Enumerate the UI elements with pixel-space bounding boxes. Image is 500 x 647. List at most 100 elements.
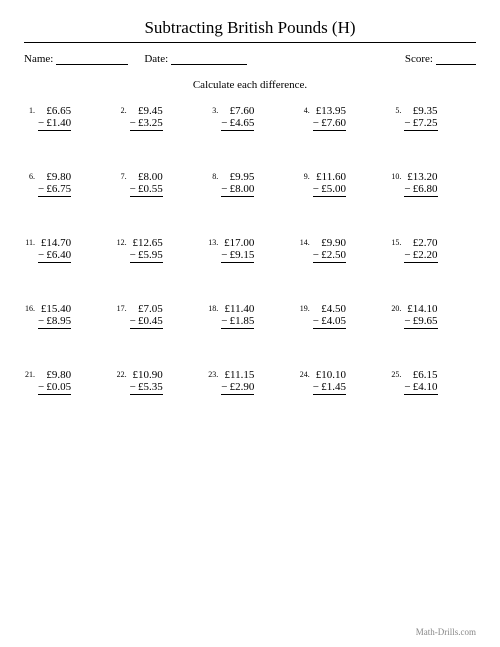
problem-body: £12.65− £5.95 — [130, 237, 163, 263]
problem-body: £13.95− £7.60 — [313, 105, 346, 131]
problem-number: 7. — [116, 171, 130, 181]
problem-number: 3. — [207, 105, 221, 115]
problem: 20.£14.10− £9.65 — [390, 303, 476, 329]
problem-body: £17.00− £9.15 — [221, 237, 254, 263]
problem-number: 6. — [24, 171, 38, 181]
footer-credit: Math-Drills.com — [416, 627, 476, 637]
minuend: £17.00 — [221, 237, 254, 249]
subtrahend: − £1.40 — [38, 117, 71, 131]
problem-body: £14.10− £9.65 — [404, 303, 437, 329]
subtrahend: − £0.55 — [130, 183, 163, 197]
subtrahend: − £6.75 — [38, 183, 71, 197]
problem-number: 12. — [116, 237, 130, 247]
problem-body: £10.10− £1.45 — [313, 369, 346, 395]
minuend: £13.20 — [404, 171, 437, 183]
minuend: £13.95 — [313, 105, 346, 117]
problem: 12.£12.65− £5.95 — [116, 237, 202, 263]
subtrahend: − £5.35 — [130, 381, 163, 395]
minuend: £9.95 — [221, 171, 254, 183]
subtrahend: − £8.00 — [221, 183, 254, 197]
problem-body: £4.50− £4.05 — [313, 303, 346, 329]
problem: 5.£9.35− £7.25 — [390, 105, 476, 131]
problem: 23.£11.15− £2.90 — [207, 369, 293, 395]
problem: 3.£7.60− £4.65 — [207, 105, 293, 131]
problem-body: £14.70− £6.40 — [38, 237, 71, 263]
problem-body: £10.90− £5.35 — [130, 369, 163, 395]
subtrahend: − £7.25 — [404, 117, 437, 131]
problem: 4.£13.95− £7.60 — [299, 105, 385, 131]
problem: 8.£9.95− £8.00 — [207, 171, 293, 197]
problem: 1.£6.65− £1.40 — [24, 105, 110, 131]
subtrahend: − £1.85 — [221, 315, 254, 329]
problem: 21.£9.80− £0.05 — [24, 369, 110, 395]
minuend: £15.40 — [38, 303, 71, 315]
problem-number: 1. — [24, 105, 38, 115]
problem: 19.£4.50− £4.05 — [299, 303, 385, 329]
problem-number: 5. — [390, 105, 404, 115]
problem-number: 16. — [24, 303, 38, 313]
date-blank[interactable] — [171, 64, 247, 65]
subtrahend: − £5.95 — [130, 249, 163, 263]
problem: 7.£8.00− £0.55 — [116, 171, 202, 197]
problem-body: £13.20− £6.80 — [404, 171, 437, 197]
problem-number: 13. — [207, 237, 221, 247]
problem-body: £2.70− £2.20 — [404, 237, 437, 263]
problem-body: £9.90− £2.50 — [313, 237, 346, 263]
problem-body: £11.40− £1.85 — [221, 303, 254, 329]
problem-body: £9.80− £6.75 — [38, 171, 71, 197]
name-label: Name: — [24, 53, 53, 65]
problem: 18.£11.40− £1.85 — [207, 303, 293, 329]
problem-number: 23. — [207, 369, 221, 379]
minuend: £9.80 — [38, 171, 71, 183]
minuend: £12.65 — [130, 237, 163, 249]
problem-number: 17. — [116, 303, 130, 313]
problem-body: £7.60− £4.65 — [221, 105, 254, 131]
problem: 17.£7.05− £0.45 — [116, 303, 202, 329]
problem-body: £11.15− £2.90 — [221, 369, 254, 395]
problem-body: £15.40− £8.95 — [38, 303, 71, 329]
problem-body: £6.65− £1.40 — [38, 105, 71, 131]
instruction-text: Calculate each difference. — [24, 79, 476, 91]
problem-number: 10. — [390, 171, 404, 181]
problem: 22.£10.90− £5.35 — [116, 369, 202, 395]
problem-grid: 1.£6.65− £1.402.£9.45− £3.253.£7.60− £4.… — [24, 105, 476, 395]
subtrahend: − £0.45 — [130, 315, 163, 329]
problem-number: 4. — [299, 105, 313, 115]
subtrahend: − £4.05 — [313, 315, 346, 329]
subtrahend: − £0.05 — [38, 381, 71, 395]
subtrahend: − £9.65 — [404, 315, 437, 329]
problem: 14.£9.90− £2.50 — [299, 237, 385, 263]
subtrahend: − £6.80 — [404, 183, 437, 197]
problem: 16.£15.40− £8.95 — [24, 303, 110, 329]
subtrahend: − £8.95 — [38, 315, 71, 329]
problem-body: £9.95− £8.00 — [221, 171, 254, 197]
problem: 10.£13.20− £6.80 — [390, 171, 476, 197]
problem-number: 14. — [299, 237, 313, 247]
problem-number: 22. — [116, 369, 130, 379]
subtrahend: − £2.90 — [221, 381, 254, 395]
minuend: £10.90 — [130, 369, 163, 381]
problem-number: 20. — [390, 303, 404, 313]
problem-number: 21. — [24, 369, 38, 379]
minuend: £11.60 — [313, 171, 346, 183]
subtrahend: − £2.50 — [313, 249, 346, 263]
minuend: £6.65 — [38, 105, 71, 117]
minuend: £9.45 — [130, 105, 163, 117]
score-blank[interactable] — [436, 64, 476, 65]
problem-number: 8. — [207, 171, 221, 181]
subtrahend: − £1.45 — [313, 381, 346, 395]
problem-number: 11. — [24, 237, 38, 247]
minuend: £9.35 — [404, 105, 437, 117]
problem: 25.£6.15− £4.10 — [390, 369, 476, 395]
problem-body: £9.80− £0.05 — [38, 369, 71, 395]
problem-body: £7.05− £0.45 — [130, 303, 163, 329]
minuend: £10.10 — [313, 369, 346, 381]
problem: 13.£17.00− £9.15 — [207, 237, 293, 263]
problem: 2.£9.45− £3.25 — [116, 105, 202, 131]
problem-number: 25. — [390, 369, 404, 379]
problem-body: £9.35− £7.25 — [404, 105, 437, 131]
minuend: £14.10 — [404, 303, 437, 315]
name-blank[interactable] — [56, 64, 128, 65]
problem-body: £9.45− £3.25 — [130, 105, 163, 131]
minuend: £7.60 — [221, 105, 254, 117]
